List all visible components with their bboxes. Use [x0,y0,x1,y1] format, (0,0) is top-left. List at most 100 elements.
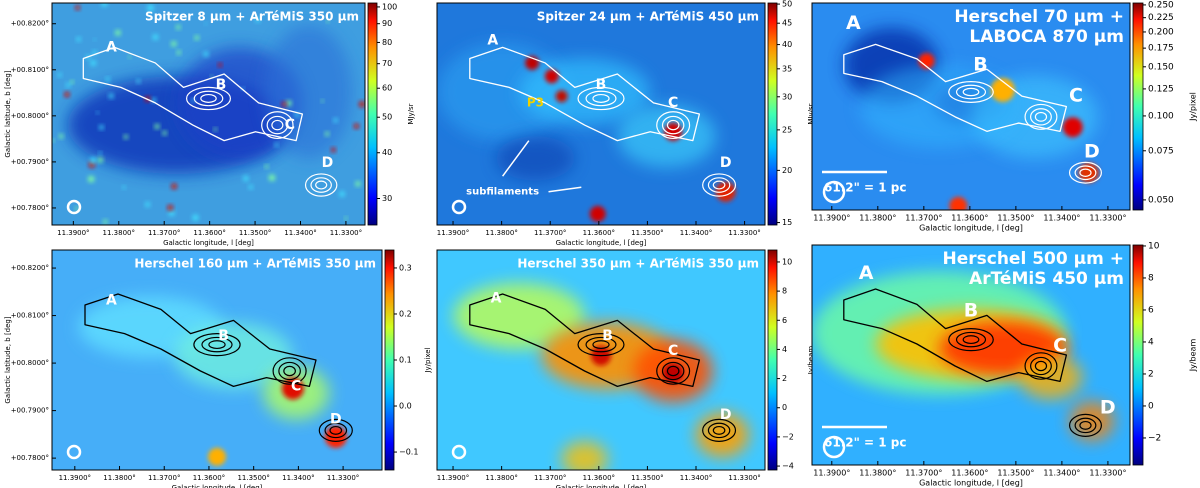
x-tick-label: 11.3500° [239,229,271,237]
colorbar-tick-label: 8 [782,287,787,296]
x-tick-label: 11.3300° [1089,469,1126,478]
sky-image [812,245,1130,465]
contour [469,46,701,142]
star [324,131,330,136]
star [145,201,151,208]
star [96,111,99,114]
colorbar-tick-label: 10 [1148,241,1160,251]
colorbar-tick-label: 2 [1148,369,1154,379]
clump-label: D [720,155,732,171]
x-axis-label: Galactic longitude, l [deg] [556,484,647,488]
star [176,50,181,55]
source [1062,117,1083,138]
contour [84,293,317,388]
contour [843,288,1068,383]
colorbar [1132,244,1144,466]
source [949,196,968,210]
star [171,183,177,190]
star [204,22,207,25]
star [75,5,80,11]
star [70,80,74,84]
star [218,62,222,67]
contour [712,180,726,190]
star [326,20,330,23]
contour [272,357,307,385]
star [154,124,160,129]
colorbar-tick-label: 25 [782,125,792,134]
contour [200,93,217,103]
star [123,134,128,139]
star [90,60,97,66]
star [274,143,279,147]
y-tick-label: +00.8100° [11,312,49,320]
source [555,90,568,103]
contour [585,90,617,107]
beam [66,444,82,460]
clump-label: C [1069,85,1083,107]
star [255,17,261,23]
contour [1030,356,1052,376]
emission [561,441,608,470]
contour [208,340,226,350]
x-tick-label: 11.3600° [583,474,615,482]
frame [436,2,766,226]
y-tick-label: +00.7800° [11,204,49,212]
clump-label: B [964,300,978,322]
arrow [501,140,530,177]
contour [592,340,610,350]
beam [822,435,846,459]
panel: Herschel 160 µm + ArTéMiS 350 µm A B C D 11.3… [4,249,432,488]
beam [66,199,82,215]
contour [1024,103,1058,130]
panel-title: Spitzer 8 µm + ArTéMiS 350 µm [145,10,359,24]
colorbar-label: MJy/sr [807,103,815,124]
colorbar-label: Jy/beam [807,346,815,376]
panel-title: Herschel 70 µm + [954,7,1124,27]
star [105,77,110,82]
star [281,101,287,107]
contour [592,93,610,103]
x-tick-label: 11.3600° [583,229,615,237]
contour [955,331,987,348]
colorbar-tick-label: 0.150 [1148,62,1174,72]
clump-label: A [491,290,502,306]
contour [278,361,301,381]
y-axis-label: Galactic latitude, b [deg] [4,316,12,403]
emission [496,136,575,181]
colorbar-tick-label: −2 [782,432,794,441]
star [167,204,174,211]
source [918,52,935,69]
x-tick-label: 11.3800° [485,474,517,482]
panel: Spitzer 8 µm + ArTéMiS 350 µm A B C D 11.3900… [4,2,415,247]
colorbar-tick-label: 4 [1148,337,1154,347]
x-tick-label: 11.3800° [103,474,135,482]
x-tick-label: 11.3700° [148,229,180,237]
colorbar [1132,2,1144,211]
contour [661,115,685,135]
scale-bar-label: 61.2" = 1 pc [824,436,907,450]
colorbar-tick-label: 0.225 [1148,13,1174,23]
colorbar-label: Jy/pixel [424,347,432,373]
colorbar-tick-label: 10 [782,257,792,266]
star [57,72,62,77]
y-tick-label: +00.7800° [11,454,49,462]
star [128,55,131,59]
contour [1034,360,1048,372]
star [355,181,361,187]
star [353,123,360,129]
colorbar-tick-label: 4 [782,345,787,354]
colorbar-tick-label: 15 [782,218,792,227]
panel-title: Herschel 350 µm + ArTéMiS 350 µm [517,257,759,271]
x-tick-label: 11.3400° [282,474,314,482]
contour [318,418,353,442]
clump-label: B [218,328,229,344]
source [208,447,226,466]
clump-label: C [668,95,678,111]
star [344,216,348,220]
star [93,38,96,41]
scale-bar-label: 61.2" = 1 pc [824,181,907,195]
star [75,206,79,211]
panel: Herschel 70 µm +LABOCA 870 µm A B C D 61.2" =… [811,0,1198,233]
colorbar-tick-label: 0.0 [399,402,412,411]
clump-label: C [668,343,678,359]
